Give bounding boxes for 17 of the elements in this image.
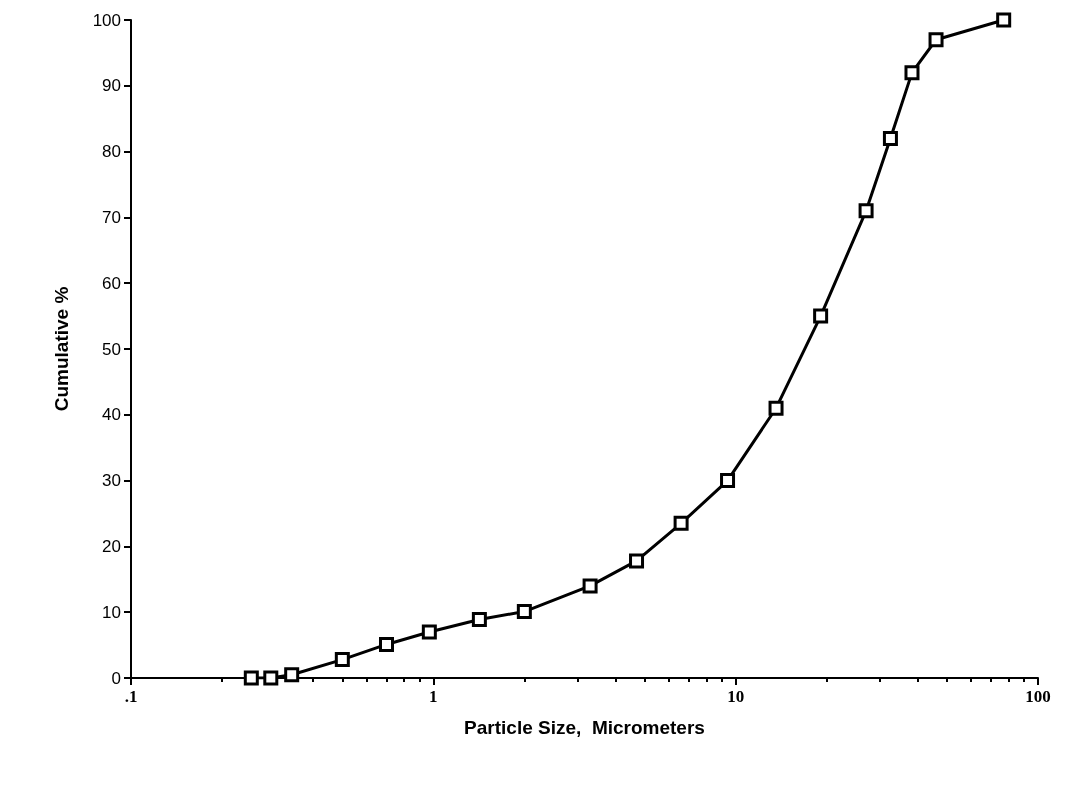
x-tick-label: 1 [429, 687, 438, 706]
y-tick-label: 60 [102, 273, 121, 293]
y-tick-label: 40 [102, 405, 121, 425]
y-tick-label: 100 [92, 10, 121, 30]
y-axis-title: Cumulative % [51, 286, 72, 412]
y-tick-label: 90 [102, 76, 121, 96]
y-tick-label: 50 [102, 339, 121, 359]
y-tick-label: 70 [102, 207, 121, 227]
y-tick-label: 80 [102, 142, 121, 162]
x-tick-label: 100 [1025, 687, 1051, 706]
y-tick-label: 10 [102, 602, 121, 622]
y-tick-label: 0 [111, 668, 121, 688]
y-tick-label: 20 [102, 536, 121, 556]
x-tick-label: 10 [727, 687, 745, 706]
y-tick-label: 30 [102, 471, 121, 491]
x-axis-title: Particle Size, Micrometers [464, 717, 705, 738]
x-tick-label: .1 [124, 687, 138, 706]
